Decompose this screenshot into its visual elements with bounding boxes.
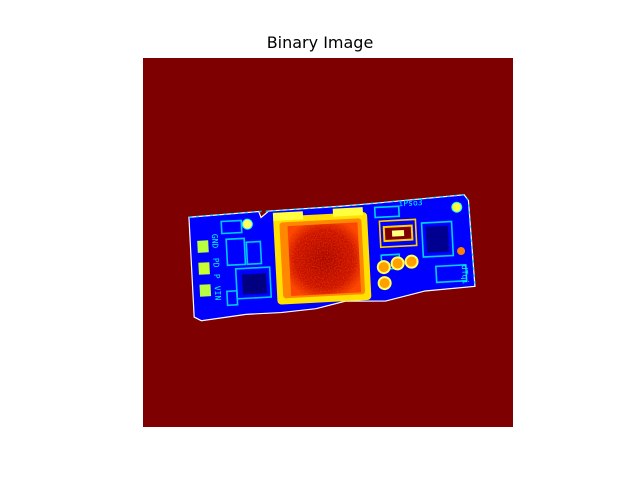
figure-title: Binary Image	[266, 33, 374, 52]
top-marking: iPso3	[398, 198, 423, 208]
heatmap-image: GND PD P VIN	[143, 58, 513, 427]
pin-label-pd: PD	[211, 258, 221, 268]
round-pads	[376, 201, 466, 291]
pin-pad-gnd	[197, 240, 209, 253]
left-components	[220, 219, 273, 307]
pin-pad-pd	[198, 262, 210, 275]
pin-pad-p	[199, 284, 212, 297]
pcb-board: GND PD P VIN	[188, 194, 476, 322]
ic-chip	[425, 225, 450, 253]
pin-label-p: P	[212, 274, 221, 279]
pin-label-gnd: GND	[210, 234, 220, 249]
pin-label-vin: VIN	[213, 286, 223, 301]
left-dot	[241, 218, 253, 230]
inductor-block	[272, 207, 372, 305]
side-marking: dTqi	[460, 265, 470, 285]
